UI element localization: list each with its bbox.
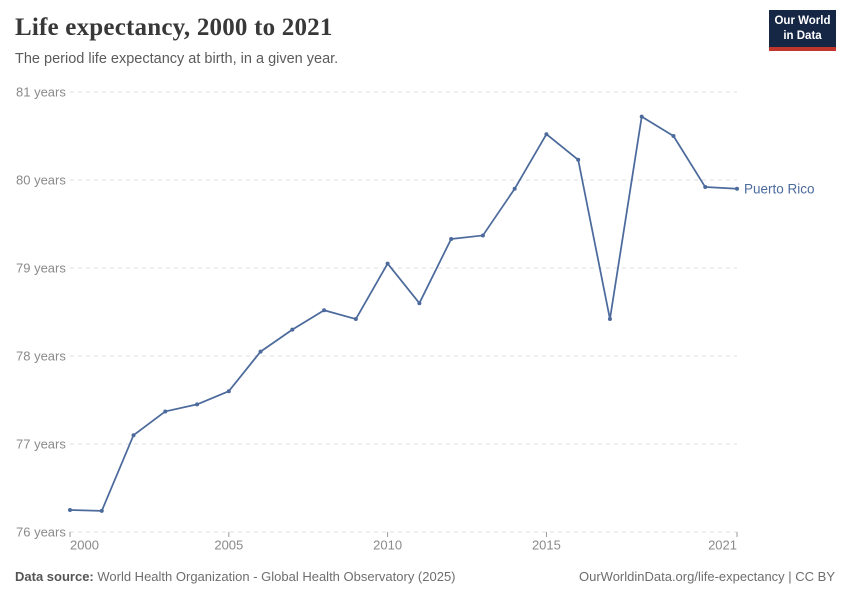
data-point xyxy=(576,157,581,162)
y-tick-label: 78 years xyxy=(16,349,66,364)
data-point xyxy=(607,317,612,322)
data-point xyxy=(258,349,263,354)
y-tick-label: 77 years xyxy=(16,437,66,452)
data-point xyxy=(639,114,644,119)
y-tick-label: 80 years xyxy=(16,173,66,188)
x-tick-label: 2000 xyxy=(70,538,99,553)
data-point xyxy=(385,261,390,266)
data-point xyxy=(544,132,549,137)
chart-header: Life expectancy, 2000 to 2021 The period… xyxy=(15,14,730,67)
data-point xyxy=(195,402,200,407)
data-point xyxy=(512,186,517,191)
owid-logo[interactable]: Our World in Data xyxy=(769,10,836,51)
data-source-label: Data source: xyxy=(15,569,94,584)
data-point xyxy=(703,185,708,190)
x-tick-label: 2015 xyxy=(532,538,561,553)
data-point xyxy=(735,186,739,191)
data-point xyxy=(226,389,231,394)
data-point xyxy=(480,233,485,238)
y-tick-label: 79 years xyxy=(16,261,66,276)
owid-logo-line1: Our World xyxy=(774,15,831,28)
footer-link[interactable]: OurWorldinData.org/life-expectancy | CC … xyxy=(578,569,835,584)
data-point xyxy=(99,508,104,513)
x-tick-label: 2005 xyxy=(214,538,243,553)
data-point xyxy=(449,236,454,241)
page-title: Life expectancy, 2000 to 2021 xyxy=(15,14,333,41)
series-line xyxy=(69,115,738,512)
data-point xyxy=(290,327,295,332)
x-tick-label: 2010 xyxy=(373,538,402,553)
chart-subtitle: The period life expectancy at birth, in … xyxy=(15,51,339,67)
x-tick-label: 2021 xyxy=(708,538,737,553)
chart-footer: Data source: World Health Organization -… xyxy=(15,569,835,584)
data-point xyxy=(671,134,676,138)
data-point xyxy=(417,301,422,306)
data-point xyxy=(353,317,358,322)
data-point xyxy=(131,433,136,438)
owid-logo-line2: in Data xyxy=(783,29,822,42)
y-tick-label: 76 years xyxy=(16,525,66,540)
data-point xyxy=(163,409,168,414)
data-point xyxy=(68,508,72,512)
data-point xyxy=(322,308,327,313)
data-source-text: World Health Organization - Global Healt… xyxy=(93,569,456,584)
data-source-note: Data source: World Health Organization -… xyxy=(15,569,456,584)
y-tick-label: 81 years xyxy=(16,85,66,100)
entity-label: Puerto Rico xyxy=(744,181,815,196)
